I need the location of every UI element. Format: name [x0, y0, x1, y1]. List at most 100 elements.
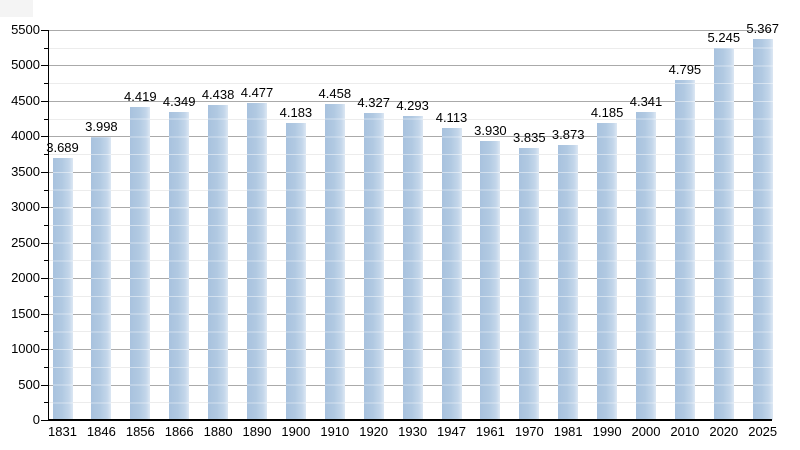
bar-value-label: 4.795 — [668, 62, 702, 77]
y-minor-tick — [44, 118, 48, 120]
x-axis-label: 1920 — [359, 424, 389, 439]
y-major-tick — [41, 171, 48, 173]
bar-1961 — [480, 141, 501, 420]
bar-1910 — [324, 103, 345, 420]
y-axis-line — [48, 30, 49, 420]
bar-value-label: 4.349 — [162, 93, 196, 109]
y-minor-tick — [44, 331, 48, 333]
bar-1947 — [441, 128, 462, 420]
y-major-tick — [41, 349, 48, 351]
y-minor-tick — [44, 402, 48, 404]
major-gridline — [48, 100, 772, 102]
bar-value-label: 3.873 — [551, 127, 585, 143]
x-axis-label: 1981 — [553, 424, 583, 439]
minor-gridline — [48, 47, 772, 49]
x-axis-label: 1947 — [437, 424, 466, 439]
bar-value-label: 4.341 — [629, 94, 663, 110]
x-axis-label: 1856 — [125, 424, 155, 439]
y-major-tick — [41, 278, 48, 280]
bar-1981 — [558, 145, 579, 420]
x-axis-label: 1961 — [475, 424, 505, 439]
bar-value-label: 3.835 — [513, 130, 546, 146]
bar-1866 — [169, 111, 190, 420]
bar-value-label: 4.458 — [318, 85, 352, 101]
bar-value-label: 4.438 — [201, 87, 235, 103]
y-axis-label: 2000 — [11, 270, 40, 286]
major-gridline — [48, 30, 772, 31]
bar-value-label: 4.183 — [279, 105, 313, 121]
x-axis-label: 1900 — [281, 424, 311, 439]
y-minor-tick — [44, 47, 48, 49]
y-major-tick — [41, 313, 48, 315]
y-major-tick — [41, 420, 48, 421]
y-axis-label: 4000 — [11, 128, 40, 144]
x-axis-label: 2000 — [631, 424, 661, 439]
x-axis-label: 2010 — [670, 424, 700, 439]
bar-value-label: 3.689 — [46, 140, 79, 156]
bar-1900 — [285, 123, 306, 420]
bar-1890 — [247, 102, 267, 420]
y-major-tick — [41, 100, 48, 102]
y-axis-label: 3000 — [11, 199, 40, 215]
y-axis-label: 3500 — [11, 163, 40, 179]
x-axis-label: 1831 — [48, 424, 77, 439]
bar-value-label: 4.113 — [435, 110, 468, 126]
major-gridline — [48, 65, 772, 67]
bar-1990 — [597, 123, 618, 420]
y-major-tick — [41, 384, 48, 386]
x-axis-label: 1846 — [86, 424, 116, 439]
bar-1970 — [519, 148, 540, 420]
y-minor-tick — [44, 225, 48, 226]
y-major-tick — [41, 65, 48, 67]
bar-1856 — [130, 106, 151, 420]
y-axis-label: 500 — [18, 376, 40, 392]
bar-2020 — [713, 48, 734, 420]
bar-value-label: 5.367 — [746, 21, 779, 37]
y-major-tick — [41, 242, 48, 244]
y-major-tick — [41, 207, 48, 209]
x-axis-label: 2020 — [709, 424, 739, 439]
x-axis-label: 1910 — [320, 424, 350, 439]
y-axis-label: 2500 — [11, 234, 40, 250]
y-axis-label: 1000 — [11, 341, 40, 357]
y-minor-tick — [44, 295, 48, 297]
plot-area: 3.689 3.998 4.419 4.349 4.438 4.477 4.183 4.458… — [46, 21, 779, 421]
y-minor-tick — [44, 154, 48, 156]
y-minor-tick — [44, 366, 48, 368]
bar-value-label: 4.185 — [590, 105, 624, 121]
bar-value-label: 4.327 — [357, 95, 390, 111]
x-axis-label: 1930 — [398, 424, 428, 439]
bar-2025 — [752, 39, 773, 420]
x-axis-label: 2025 — [748, 424, 778, 439]
bar-value-label: 3.930 — [474, 123, 507, 139]
bar-1846 — [91, 136, 112, 420]
bar-1880 — [208, 105, 229, 420]
bar-2000 — [636, 112, 656, 420]
y-minor-tick — [44, 189, 48, 191]
y-axis-label: 4500 — [11, 92, 40, 108]
bar-2010 — [674, 80, 695, 420]
minor-gridline — [48, 83, 772, 85]
x-axis-label: 1990 — [592, 424, 622, 439]
bar-value-label: 5.245 — [707, 30, 741, 46]
y-minor-tick — [44, 83, 48, 85]
bar-1920 — [363, 113, 384, 420]
y-axis-label: 0 — [32, 412, 40, 427]
x-axis-label: 1970 — [514, 424, 544, 439]
x-axis-label: 1866 — [164, 424, 194, 439]
x-axis-label: 1880 — [203, 424, 233, 439]
y-axis-label: 5500 — [11, 22, 40, 37]
bar-1831 — [52, 158, 73, 420]
y-axis-label: 5000 — [11, 57, 40, 73]
x-axis-label: 1890 — [242, 424, 272, 439]
y-axis-label: 1500 — [11, 305, 40, 321]
bar-value-label: 4.293 — [396, 97, 429, 113]
bar-value-label: 3.998 — [85, 118, 118, 134]
x-axis-line — [48, 419, 772, 421]
y-major-tick — [41, 30, 48, 31]
bar-value-label: 4.419 — [124, 88, 157, 104]
y-major-tick — [41, 136, 48, 138]
bar-1930 — [402, 115, 423, 420]
bar-value-label: 4.477 — [240, 84, 274, 100]
